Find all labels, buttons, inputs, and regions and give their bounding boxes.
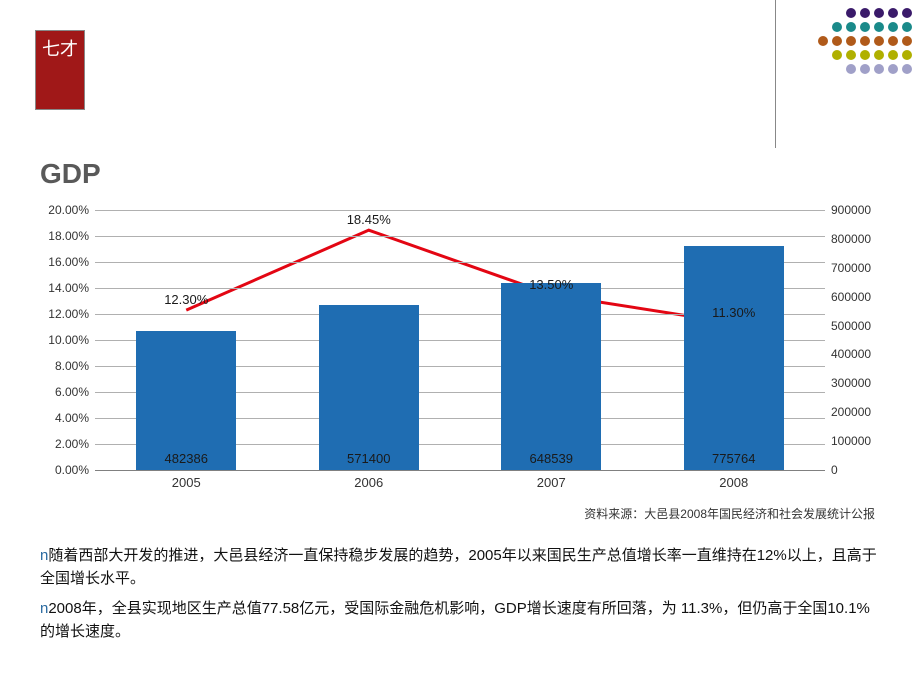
ytick-left: 20.00% <box>37 203 89 217</box>
gdp-chart: 0.00% 2.00% 4.00% 6.00% 8.00% 10.00% 12.00% 14.… <box>35 200 885 500</box>
bar-value-label: 775764 <box>684 451 784 466</box>
ytick-right: 600000 <box>831 290 883 304</box>
ytick-right: 400000 <box>831 347 883 361</box>
ytick-right: 100000 <box>831 434 883 448</box>
line-value-label: 13.50% <box>529 277 573 292</box>
ytick-left: 6.00% <box>37 385 89 399</box>
ytick-left: 2.00% <box>37 437 89 451</box>
line-value-label: 18.45% <box>347 212 391 227</box>
bar: 648539 <box>501 283 601 470</box>
bar: 482386 <box>136 331 236 470</box>
ytick-right: 200000 <box>831 405 883 419</box>
corner-dots <box>818 8 912 78</box>
ytick-right: 800000 <box>831 232 883 246</box>
ytick-left: 0.00% <box>37 463 89 477</box>
para1-text: 随着西部大开发的推进，大邑县经济一直保持稳步发展的趋势，2005年以来国民生产总… <box>40 547 877 587</box>
bar-value-label: 648539 <box>501 451 601 466</box>
logo-badge: 七才 <box>35 30 85 110</box>
paragraph-2: n2008年，全县实现地区生产总值77.58亿元，受国际金融危机影响，GDP增长… <box>40 598 880 643</box>
page-title: GDP <box>40 158 101 190</box>
line-value-label: 12.30% <box>164 292 208 307</box>
ytick-left: 14.00% <box>37 281 89 295</box>
xtick: 2006 <box>354 475 383 490</box>
line-value-label: 11.30% <box>712 305 755 320</box>
vertical-divider <box>775 0 776 148</box>
ytick-right: 300000 <box>831 376 883 390</box>
ytick-left: 4.00% <box>37 411 89 425</box>
source-note: 资料来源：大邑县2008年国民经济和社会发展统计公报 <box>584 505 875 522</box>
ytick-left: 18.00% <box>37 229 89 243</box>
xtick: 2008 <box>719 475 748 490</box>
ytick-left: 8.00% <box>37 359 89 373</box>
para2-text: 2008年，全县实现地区生产总值77.58亿元，受国际金融危机影响，GDP增长速… <box>40 600 870 640</box>
ytick-left: 12.00% <box>37 307 89 321</box>
ytick-right: 700000 <box>831 261 883 275</box>
bar-value-label: 482386 <box>136 451 236 466</box>
ytick-left: 16.00% <box>37 255 89 269</box>
ytick-right: 0 <box>831 463 883 477</box>
ytick-right: 900000 <box>831 203 883 217</box>
ytick-left: 10.00% <box>37 333 89 347</box>
xtick: 2007 <box>537 475 566 490</box>
bar: 775764 <box>684 246 784 470</box>
xtick: 2005 <box>172 475 201 490</box>
ytick-right: 500000 <box>831 319 883 333</box>
bar-value-label: 571400 <box>319 451 419 466</box>
paragraph-1: n随着西部大开发的推进，大邑县经济一直保持稳步发展的趋势，2005年以来国民生产… <box>40 545 880 590</box>
bar: 571400 <box>319 305 419 470</box>
plot-area: 0.00%2.00%4.00%6.00%8.00%10.00%12.00%14.… <box>95 210 825 470</box>
